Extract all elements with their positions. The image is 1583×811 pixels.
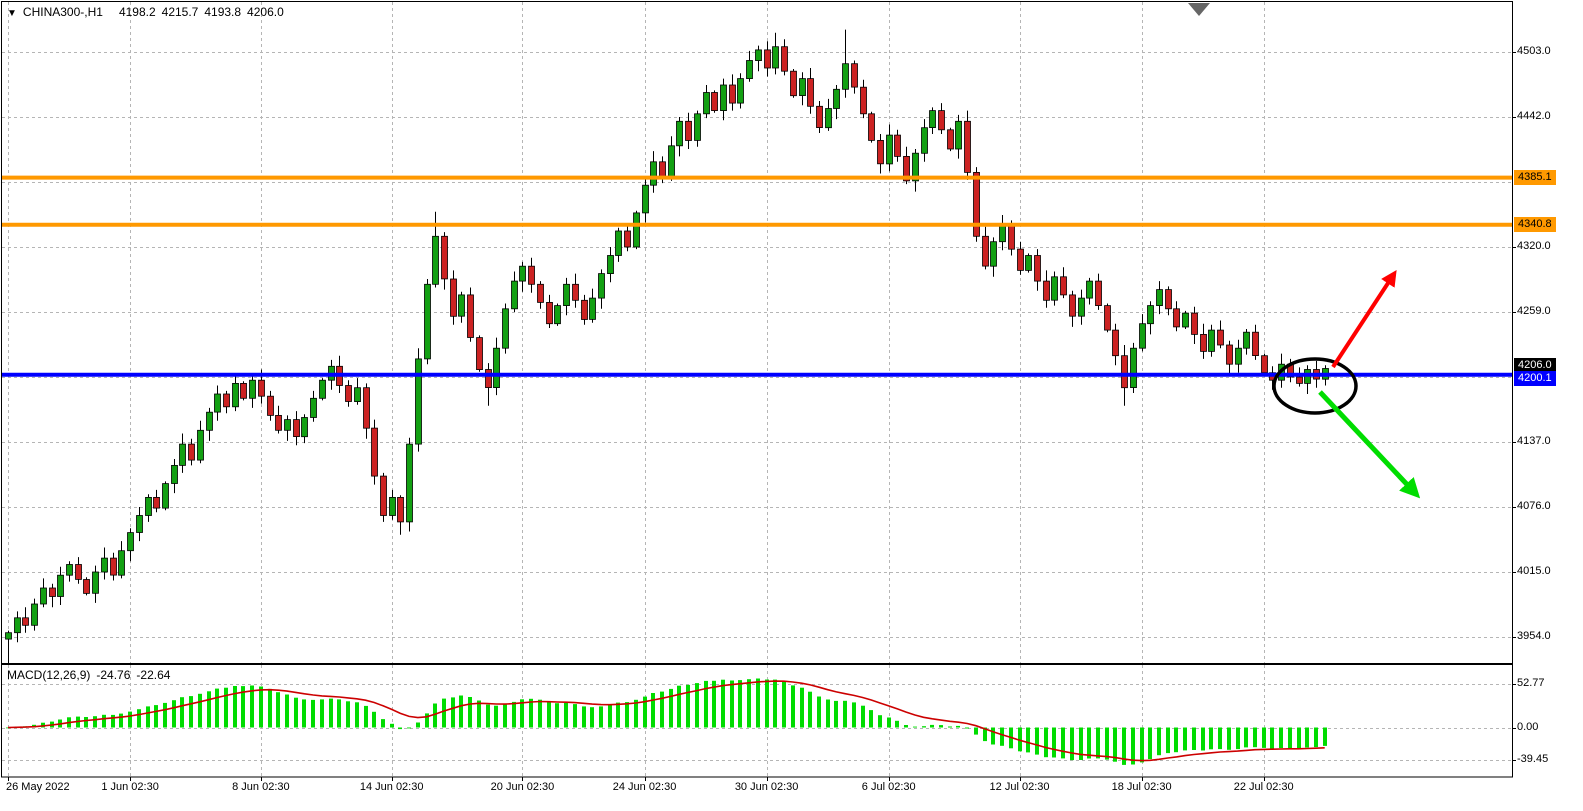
macd-signal-value: -22.64 [136,668,171,682]
time-tick-label: 22 Jul 02:30 [1233,781,1294,793]
macd-main-value: -24.76 [96,668,131,682]
time-axis[interactable]: 26 May 2022 1 Jun 02:30 8 Jun 02:30 14 Jun … [0,779,1583,801]
red-up-arrow-annotation[interactable] [1331,269,1397,369]
macd-name: MACD(12,26,9) [7,668,91,682]
green-down-arrow-annotation[interactable] [1318,390,1421,499]
macd-tick-label: 52.77 [1517,677,1545,690]
macd-panel-border[interactable] [1,664,1513,778]
time-tick-label: 20 Jun 02:30 [490,781,555,793]
quote-open: 4198.2 [118,5,156,19]
price-badge-current-price: 4206.0 [1514,358,1556,374]
price-axis[interactable]: 4503.0 4442.0 4320.0 4259.0 4137.0 4076.0 4015… [1514,0,1583,811]
one-click-trading-toggle-icon[interactable]: ▼ [7,8,17,19]
time-tick-label: 1 Jun 02:30 [101,781,159,793]
time-tick-label: 30 Jun 02:30 [734,781,799,793]
time-tick-label: 6 Jul 02:30 [861,781,916,793]
price-badge-resistance-lower: 4340.8 [1514,216,1556,232]
price-tick-label: 4503.0 [1517,45,1551,57]
price-tick-label: 4076.0 [1517,499,1551,512]
chart-shift-marker[interactable] [1188,3,1210,16]
price-badge-support: 4200.1 [1514,370,1556,386]
macd-indicator-label: MACD(12,26,9) -24.76 -22.64 [7,668,170,682]
price-tick-label: 3954.0 [1517,629,1551,642]
axis-tick-marks [8,52,1516,781]
macd-signal-line [7,680,1325,762]
price-tick-label: 4137.0 [1517,434,1551,447]
main-panel-border [1,1,1513,664]
chart-header: ▼ CHINA300-,H1 4198.2 4215.7 4193.8 4206.0 [7,5,284,19]
grid [2,2,1512,777]
ellipse-annotation[interactable] [1272,357,1358,415]
quote-close: 4206.0 [247,5,284,19]
price-tick-label: 4259.0 [1517,304,1551,317]
time-tick-label: 24 Jun 02:30 [612,781,677,793]
time-tick-label: 8 Jun 02:30 [232,781,290,793]
quote-low: 4193.8 [204,5,242,19]
time-tick-label: 18 Jul 02:30 [1111,781,1172,793]
time-tick-label: 26 May 2022 [6,781,70,793]
quote-high: 4215.7 [161,5,199,19]
macd-histogram [6,678,1327,765]
macd-tick-label: -39.45 [1517,753,1549,765]
time-tick-label: 14 Jun 02:30 [359,781,424,793]
price-tick-label: 4442.0 [1517,109,1551,122]
macd-tick-label: 0.00 [1517,720,1539,733]
symbol-period-label: CHINA300-,H1 [22,5,103,19]
price-tick-label: 4320.0 [1517,239,1551,252]
price-tick-label: 4015.0 [1517,564,1551,577]
price-badge-resistance-upper: 4385.1 [1514,169,1556,185]
time-tick-label: 12 Jul 02:30 [989,781,1050,793]
candles-layer [5,29,1329,663]
